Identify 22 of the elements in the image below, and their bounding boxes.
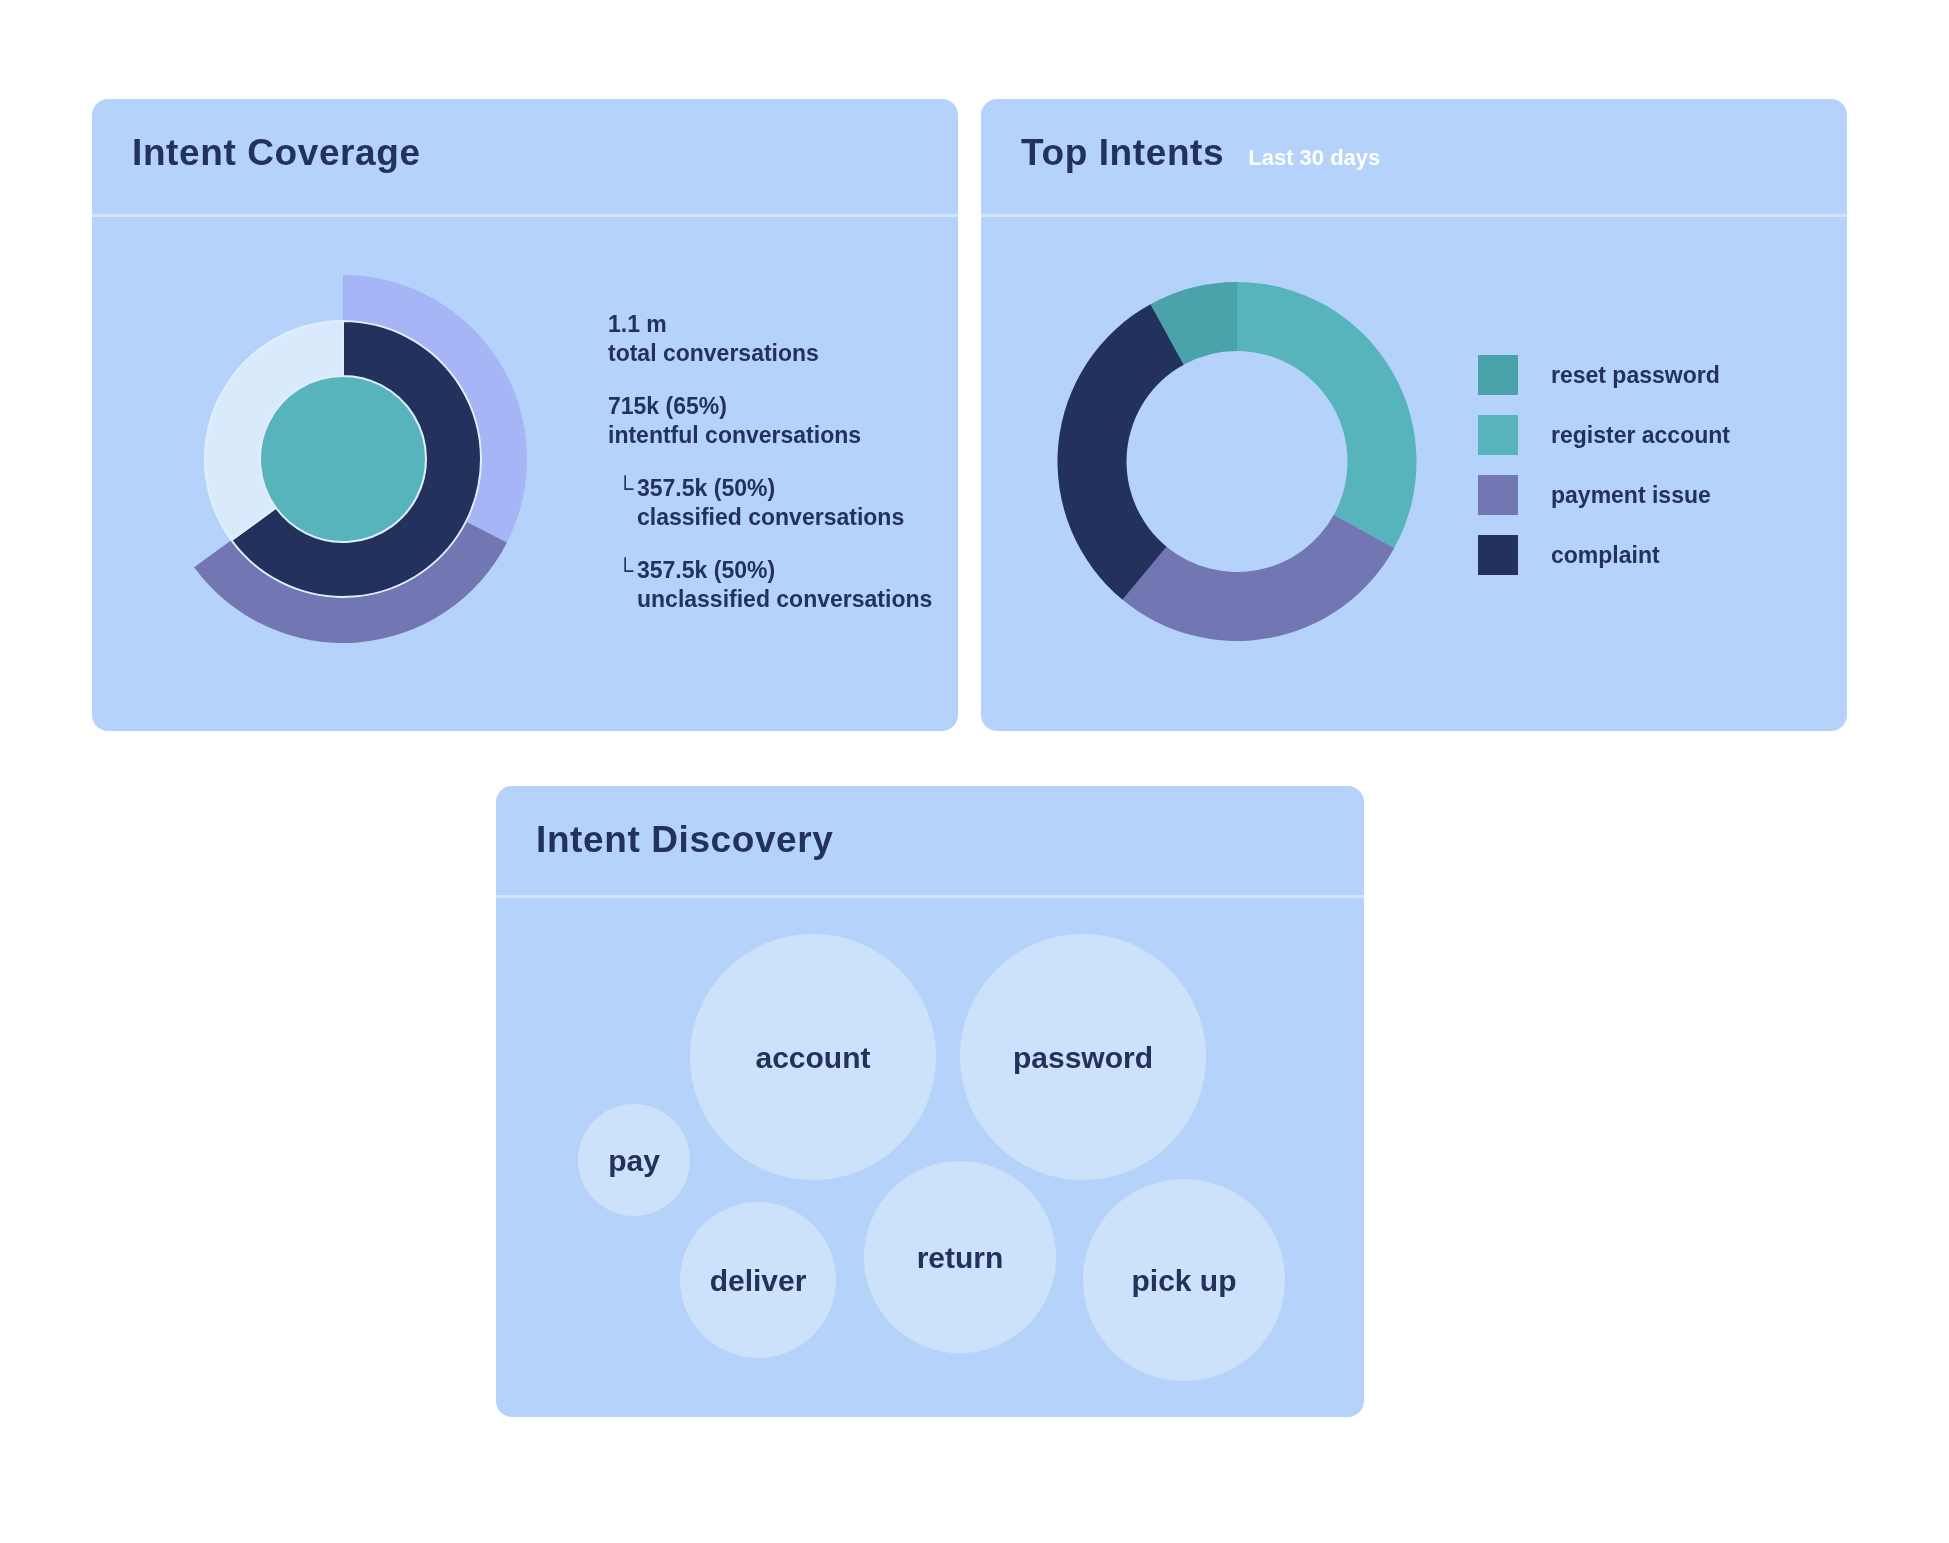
category-label: return <box>916 1240 1004 1274</box>
legend-label: reset password <box>1551 361 1720 389</box>
category-label: deliver <box>709 1263 807 1297</box>
donut-slice <box>1237 282 1417 548</box>
chart-subtitle: Last 30 days <box>1248 145 1381 171</box>
text: └ 357.5k (50%) classified conversations <box>617 474 905 532</box>
donut-slice <box>1122 514 1395 641</box>
chart-title: Intent Coverage <box>132 131 421 175</box>
text: 1.1 m total conversations <box>608 311 819 366</box>
chart-title: Top Intents <box>1021 131 1225 175</box>
donut-slice <box>1150 282 1237 365</box>
text: Intent Discovery <box>536 818 834 862</box>
category-label: pick up <box>1131 1263 1237 1297</box>
text: 715k (65%) intentful conversations <box>608 393 862 448</box>
category-label: password <box>1012 1040 1154 1074</box>
legend-label: complaint <box>1551 541 1660 569</box>
category-label: account <box>755 1040 871 1074</box>
category-label: pay <box>608 1143 661 1177</box>
legend-label: register account <box>1551 421 1730 449</box>
legend-label: payment issue <box>1551 481 1711 509</box>
text: └ 357.5k (50%) unclassified conversations <box>617 556 933 614</box>
donut-slice <box>1057 304 1184 600</box>
